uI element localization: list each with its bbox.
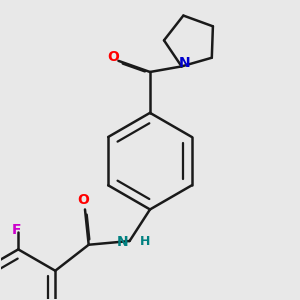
Text: O: O — [77, 193, 89, 207]
Text: F: F — [12, 224, 21, 237]
Text: O: O — [107, 50, 119, 64]
Text: H: H — [140, 235, 150, 248]
Text: N: N — [117, 235, 129, 249]
Text: N: N — [179, 56, 190, 70]
